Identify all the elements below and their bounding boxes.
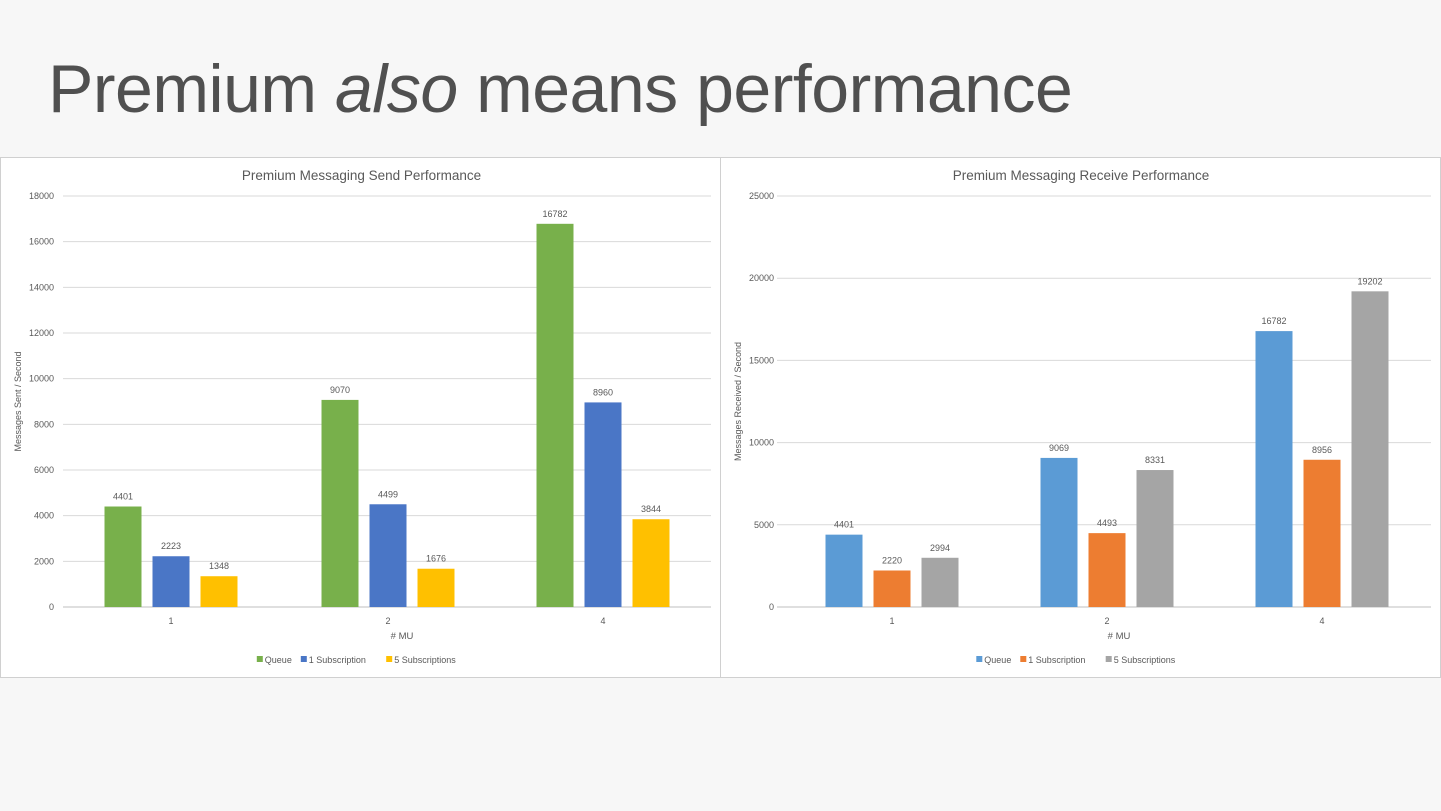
receive-y-tick-label: 15000 [749,355,774,365]
receive-data-label: 2994 [930,543,950,553]
send-y-tick-label: 2000 [34,556,54,566]
send-legend-label: Queue [265,655,292,665]
receive-chart-title: Premium Messaging Receive Performance [953,168,1210,183]
receive-data-label: 9069 [1049,443,1069,453]
send-legend-swatch [386,656,393,662]
send-chart-title: Premium Messaging Send Performance [242,168,481,183]
receive-y-tick-label: 5000 [754,520,774,530]
receive-data-label: 19202 [1357,276,1382,286]
receive-data-label: 4493 [1097,518,1117,528]
send-x-tick-label: 1 [168,616,173,626]
send-data-label: 4499 [378,489,398,499]
receive-legend-label: 5 Subscriptions [1114,655,1176,665]
receive-bar [1136,470,1174,607]
send-y-tick-label: 8000 [34,419,54,429]
send-y-tick-label: 4000 [34,511,54,521]
receive-x-tick-label: 2 [1104,616,1109,626]
send-y-tick-label: 12000 [29,328,54,338]
slide-title: Premium also means performance [48,50,1073,128]
send-y-tick-label: 10000 [29,374,54,384]
receive-data-label: 8956 [1312,445,1332,455]
receive-bar [1088,533,1126,607]
receive-data-label: 16782 [1261,316,1286,326]
send-bar [417,568,455,607]
send-legend-label: 5 Subscriptions [394,655,456,665]
send-bar [632,519,670,607]
send-y-tick-label: 14000 [29,282,54,292]
send-x-tick-label: 4 [600,616,605,626]
send-bar [200,576,238,607]
receive-y-axis-label: Messages Received / Second [733,342,743,461]
send-data-label: 4401 [113,492,133,502]
send-bar [584,402,622,607]
receive-y-tick-label: 0 [769,602,774,612]
receive-legend-swatch [1105,656,1112,662]
send-data-label: 1348 [209,561,229,571]
receive-y-tick-label: 10000 [749,438,774,448]
send-legend-swatch [300,656,307,662]
receive-x-tick-label: 4 [1319,616,1324,626]
receive-chart-svg: Premium Messaging Receive Performance 0 50… [733,168,1431,665]
receive-x-axis-label: # MU [1108,631,1131,642]
receive-data-label: 2220 [882,556,902,566]
receive-data-label: 8331 [1145,455,1165,465]
receive-legend-swatch [1020,656,1027,662]
send-data-label: 3844 [641,504,661,514]
send-data-label: 2223 [161,541,181,551]
receive-bar [873,570,911,607]
send-y-tick-label: 6000 [34,465,54,475]
send-bar [104,506,142,607]
send-bar [321,399,359,607]
send-legend: Queue 1 Subscription 5 Subscriptions [256,655,456,665]
send-y-axis-label: Messages Sent / Second [13,351,23,451]
send-x-tick-label: 2 [385,616,390,626]
title-part-2: means performance [457,51,1073,127]
receive-performance-chart: Premium Messaging Receive Performance 0 50… [721,157,1441,678]
receive-legend-swatch [976,656,983,662]
send-data-label: 16782 [542,209,567,219]
receive-bar [825,534,863,607]
receive-bar [921,557,959,607]
send-legend-label: 1 Subscription [309,655,366,665]
receive-bar [1040,457,1078,607]
send-legend-swatch [256,656,263,662]
title-emphasis: also [334,51,458,127]
send-bar [152,556,190,607]
title-part-1: Premium [48,51,335,127]
receive-legend-label: 1 Subscription [1028,655,1085,665]
receive-bar [1351,291,1389,607]
send-bar [369,504,407,607]
send-x-axis-label: # MU [391,631,414,642]
send-y-tick-label: 16000 [29,237,54,247]
receive-bar [1303,459,1341,607]
send-bar [536,223,574,607]
receive-bar [1255,331,1293,607]
receive-x-tick-label: 1 [889,616,894,626]
receive-legend-label: Queue [984,655,1011,665]
receive-y-tick-label: 25000 [749,191,774,201]
send-data-label: 8960 [593,387,613,397]
send-y-tick-label: 18000 [29,191,54,201]
receive-y-tick-label: 20000 [749,273,774,283]
send-data-label: 1676 [426,554,446,564]
receive-legend: Queue 1 Subscription 5 Subscriptions [976,655,1176,665]
send-chart-svg: Premium Messaging Send Performance 0 2000 4… [13,168,711,665]
send-data-label: 9070 [330,385,350,395]
receive-data-label: 4401 [834,520,854,530]
send-y-tick-label: 0 [49,602,54,612]
send-performance-chart: Premium Messaging Send Performance 0 2000 4… [0,157,721,678]
